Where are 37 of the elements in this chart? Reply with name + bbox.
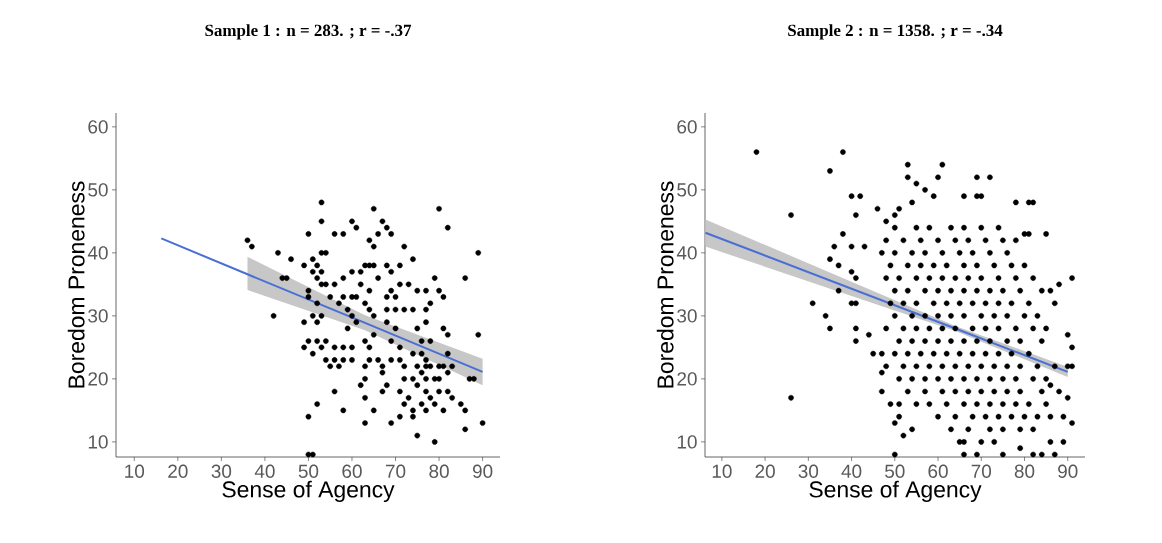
x-tick-label: 70 [385,464,406,478]
x-tick-label: 90 [1058,464,1078,478]
y-tick-label: 40 [676,246,697,260]
x-tick-label: 80 [1014,464,1035,478]
x-tick-label: 30 [798,464,819,478]
x-axis-title: Sense of Agency [222,480,395,503]
x-tick-label: 50 [885,464,905,478]
x-tick-label: 80 [429,464,449,478]
x-tick-label: 70 [971,464,992,478]
x-tick-label: 90 [472,464,493,478]
x-tick-label: 10 [712,464,732,478]
x-tick-label: 60 [928,464,948,478]
line-series [160,237,484,373]
x-tick-label: 30 [211,464,232,478]
y-tick-label: 10 [88,435,108,449]
y-tick-label: 50 [677,183,697,197]
y-tick-label: 50 [88,183,108,197]
y-axis-title: Boredom Proneness [67,181,85,388]
x-tick-label: 50 [298,464,319,478]
x-tick-label: 40 [841,464,862,478]
y-tick-label: 20 [88,372,108,386]
x-tick-label: 10 [125,464,145,478]
y-tick-label: 20 [677,372,697,386]
y-tick-label: 40 [87,246,108,260]
y-tick-label: 10 [677,435,697,449]
y-tick-label: 60 [677,120,697,134]
chart-title: Sample 2 : n = 1358. ; r = -.34 [788,24,1003,40]
y-axis-title: Boredom Proneness [656,181,674,388]
x-tick-label: 60 [342,464,362,478]
chart-title: Sample 1 : n = 283. ; r = -.37 [205,24,412,40]
y-tick-label: 30 [88,309,108,323]
x-tick-label: 20 [755,464,775,478]
y-tick-label: 30 [677,309,697,323]
x-axis-title: Sense of Agency [809,480,982,503]
x-tick-label: 20 [168,464,188,478]
y-tick-label: 60 [88,120,108,134]
x-tick-label: 40 [254,464,275,478]
